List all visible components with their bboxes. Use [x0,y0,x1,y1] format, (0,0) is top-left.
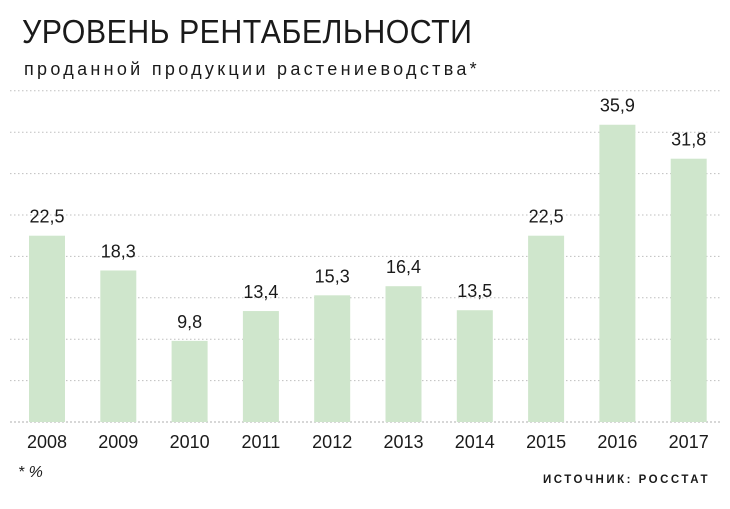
bars [29,124,707,423]
x-tick-2009: 2009 [98,432,138,452]
chart-subtitle: проданной продукции растениеводства* [24,59,480,79]
footnote: * % [18,464,43,481]
value-label-2009: 18,3 [101,241,136,261]
x-tick-2014: 2014 [455,432,495,452]
value-label-2017: 31,8 [671,130,706,150]
value-label-2016: 35,9 [600,96,635,116]
chart-title: УРОВЕНЬ РЕНТАБЕЛЬНОСТИ [22,13,473,50]
bar-2016 [599,124,636,423]
bar-2011 [242,311,279,422]
value-label-2013: 16,4 [386,257,421,277]
x-tick-2012: 2012 [312,432,352,452]
value-label-2010: 9,8 [177,312,202,332]
bar-2009 [100,270,137,422]
value-label-2015: 22,5 [529,207,564,227]
x-tick-2008: 2008 [27,432,67,452]
x-tick-2015: 2015 [526,432,566,452]
value-label-2014: 13,5 [457,281,492,301]
value-label-2011: 13,4 [243,282,278,302]
bar-2013 [385,286,422,422]
x-tick-labels: 2008 2009 2010 2011 2012 2013 2014 2015 2016 2017 [27,432,709,452]
x-tick-2016: 2016 [597,432,637,452]
x-tick-2013: 2013 [383,432,423,452]
bar-2017 [670,158,707,423]
source-note: ИСТОЧНИК: РОССТАТ [542,474,710,486]
value-label-2012: 15,3 [315,266,350,286]
x-tick-2011: 2011 [242,432,281,452]
bar-2012 [314,295,351,422]
value-labels: 22,5 18,3 9,8 13,4 15,3 16,4 13,5 22,5 35,9 31,8 [29,96,706,332]
x-tick-2017: 2017 [669,432,709,452]
bar-2015 [528,235,565,422]
x-tick-2010: 2010 [170,432,210,452]
bar-2014 [456,310,493,422]
bar-2010 [171,340,208,422]
value-label-2008: 22,5 [29,207,64,227]
bar-2008 [29,235,65,422]
